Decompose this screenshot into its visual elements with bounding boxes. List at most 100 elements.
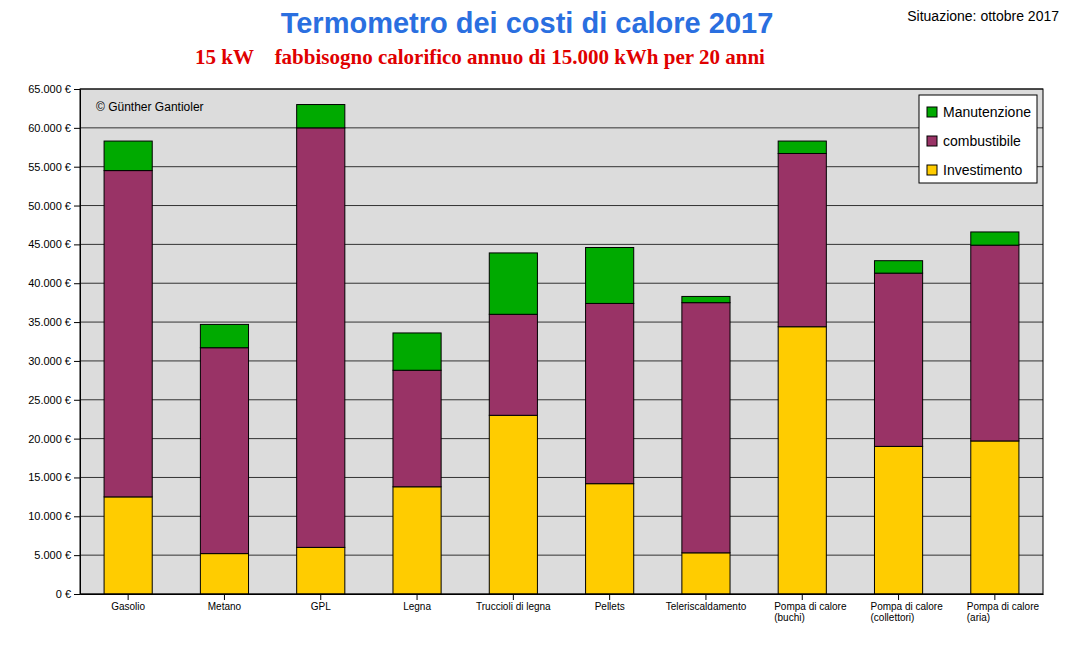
bar xyxy=(874,273,922,446)
tick-label: Truccioli di legna xyxy=(476,601,551,612)
bar xyxy=(489,253,537,314)
legend-label: Investimento xyxy=(943,162,1023,178)
legend-swatch xyxy=(927,136,937,146)
tick-label: GPL xyxy=(311,601,331,612)
bar xyxy=(200,554,248,594)
legend-swatch xyxy=(927,165,937,175)
tick: Legna xyxy=(403,594,431,612)
tick: 10.000 € xyxy=(28,510,80,522)
legend-item: combustibile xyxy=(927,133,1021,149)
tick-label: 40.000 € xyxy=(28,277,71,289)
grid-line xyxy=(80,244,1043,245)
tick: 40.000 € xyxy=(28,277,80,289)
tick: 20.000 € xyxy=(28,433,80,445)
tick-label: 15.000 € xyxy=(28,471,71,483)
bar xyxy=(874,446,922,594)
tick-label: Gasolio xyxy=(111,601,145,612)
tick: 15.000 € xyxy=(28,471,80,483)
tick: 45.000 € xyxy=(28,238,80,250)
tick-label: 60.000 € xyxy=(28,122,71,134)
bar xyxy=(778,141,826,153)
tick-label: Pellets xyxy=(595,601,625,612)
tick-mark xyxy=(74,439,80,440)
tick-label: Pompa di calore(collettori) xyxy=(870,601,943,623)
tick: 55.000 € xyxy=(28,161,80,173)
axis-line xyxy=(80,90,81,595)
tick: 60.000 € xyxy=(28,122,80,134)
bar xyxy=(393,487,441,594)
bar xyxy=(586,247,634,303)
annotation: © Günther Gantioler xyxy=(96,100,204,114)
plot-background xyxy=(80,89,1043,594)
tick-mark xyxy=(320,594,321,600)
tick-mark xyxy=(802,594,803,600)
bar xyxy=(297,128,345,548)
subtitle: 15 kW fabbisogno calorifico annuo di 15.… xyxy=(195,45,765,69)
tick-mark xyxy=(74,283,80,284)
legend: Manutenzione combustibile Investimento xyxy=(919,95,1037,183)
tick: 0 € xyxy=(56,588,80,600)
tick-mark xyxy=(74,244,80,245)
tick-mark xyxy=(74,555,80,556)
tick-label: 10.000 € xyxy=(28,510,71,522)
bar xyxy=(874,261,922,273)
tick: GPL xyxy=(311,594,331,612)
tick: 5.000 € xyxy=(34,549,80,561)
tick: Metano xyxy=(208,594,242,612)
tick-mark xyxy=(74,206,80,207)
bar xyxy=(297,105,345,128)
grid-line xyxy=(80,205,1043,206)
bar xyxy=(586,484,634,594)
tick-label: 55.000 € xyxy=(28,161,71,173)
tick-mark xyxy=(994,594,995,600)
bar xyxy=(971,441,1019,594)
bar xyxy=(682,303,730,553)
bar xyxy=(393,333,441,370)
bar xyxy=(104,497,152,594)
tick-label: 25.000 € xyxy=(28,394,71,406)
legend-label: Manutenzione xyxy=(943,104,1031,120)
tick-mark xyxy=(74,400,80,401)
bar xyxy=(104,171,152,497)
tick: Gasolio xyxy=(111,594,145,612)
bar xyxy=(586,303,634,483)
tick-mark xyxy=(705,594,706,600)
tick: 35.000 € xyxy=(28,316,80,328)
tick-mark xyxy=(74,477,80,478)
bar xyxy=(489,415,537,594)
plot-frame xyxy=(80,89,1043,594)
title: Termometro dei costi di calore 2017 xyxy=(281,7,774,39)
tick: Pellets xyxy=(595,594,625,612)
tick: 25.000 € xyxy=(28,394,80,406)
tick-label: 65.000 € xyxy=(28,83,71,95)
tick-label: Pompa di calore(aria) xyxy=(967,601,1040,623)
bar xyxy=(297,547,345,594)
legend-box xyxy=(919,95,1037,183)
series xyxy=(104,105,1019,371)
grid-line xyxy=(80,166,1043,167)
chart: Termometro dei costi di calore 2017 15 kW… xyxy=(0,0,1065,657)
tick-label: 30.000 € xyxy=(28,355,71,367)
tick-label: 45.000 € xyxy=(28,238,71,250)
tick: Pompa di calore(aria) xyxy=(967,594,1040,623)
y-axis: 0 € 5.000 € 10.000 € 15.000 € 20.000 € 25.000… xyxy=(28,83,80,600)
bars xyxy=(104,105,1019,594)
legend-item: Manutenzione xyxy=(927,104,1031,120)
tick-mark xyxy=(224,594,225,600)
tick-label: 20.000 € xyxy=(28,433,71,445)
bar xyxy=(778,327,826,594)
tick-mark xyxy=(74,594,80,595)
tick-label: 50.000 € xyxy=(28,200,71,212)
bar xyxy=(778,153,826,326)
tick-mark xyxy=(609,594,610,600)
tick-mark xyxy=(74,167,80,168)
annotation: Situazione: ottobre 2017 xyxy=(907,8,1059,24)
tick-mark xyxy=(513,594,514,600)
tick-mark xyxy=(74,89,80,90)
tick: 50.000 € xyxy=(28,200,80,212)
tick-label: Metano xyxy=(208,601,242,612)
bar xyxy=(200,324,248,347)
bar xyxy=(971,245,1019,441)
legend-item: Investimento xyxy=(927,162,1023,178)
bar xyxy=(489,314,537,415)
